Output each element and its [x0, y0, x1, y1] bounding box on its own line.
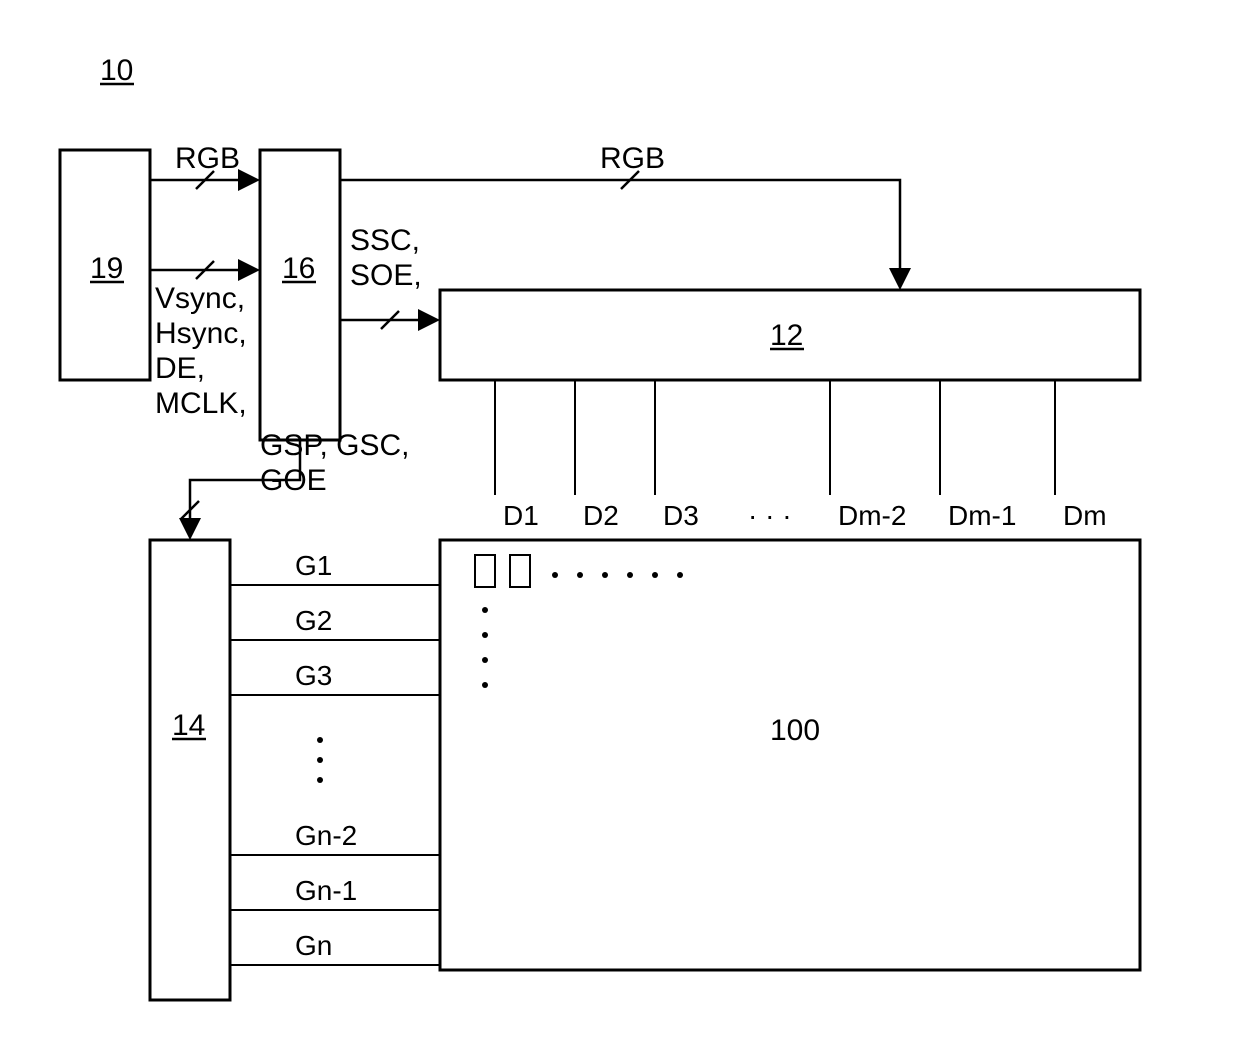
block-100 — [440, 540, 1140, 970]
arrow-rgb-to-12 — [340, 180, 900, 286]
svg-text:RGB: RGB — [175, 142, 240, 175]
svg-text:RGB: RGB — [600, 142, 665, 175]
label-sync-1: Hsync, — [155, 317, 247, 350]
label-ssc-1: SOE, — [350, 259, 422, 292]
label-sync-2: DE, — [155, 352, 205, 385]
label-sync-3: MCLK, — [155, 387, 247, 420]
label-sync-0: Vsync, — [155, 282, 245, 315]
g-label-1: G2 — [295, 605, 332, 636]
label-gsp-0: GSP, GSC, — [260, 429, 410, 462]
d-label-1: D2 — [583, 500, 619, 531]
block-16 — [260, 150, 340, 440]
svg-text:12: 12 — [770, 319, 803, 352]
block-14 — [150, 540, 230, 1000]
d-label-5: Dm-1 — [948, 500, 1016, 531]
g-label-2: G3 — [295, 660, 332, 691]
pixel-box-1 — [510, 555, 530, 587]
g-label-6: Gn — [295, 930, 332, 961]
d-label-3: · · · — [748, 500, 792, 531]
svg-text:16: 16 — [282, 252, 315, 285]
svg-text:14: 14 — [172, 709, 205, 742]
d-label-2: D3 — [663, 500, 699, 531]
d-label-6: Dm — [1063, 500, 1107, 531]
g-label-0: G1 — [295, 550, 332, 581]
label-ssc-0: SSC, — [350, 224, 420, 257]
g-label-5: Gn-1 — [295, 875, 357, 906]
svg-text:19: 19 — [90, 252, 123, 285]
svg-text:100: 100 — [770, 714, 820, 747]
label-gsp-1: GOE — [260, 464, 327, 497]
pixel-box-0 — [475, 555, 495, 587]
d-label-0: D1 — [503, 500, 539, 531]
d-label-4: Dm-2 — [838, 500, 906, 531]
g-label-4: Gn-2 — [295, 820, 357, 851]
svg-text:10: 10 — [100, 54, 133, 87]
